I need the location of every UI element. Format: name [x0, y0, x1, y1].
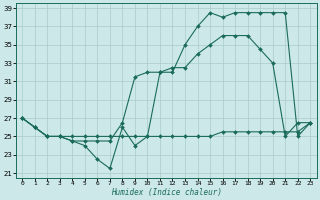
X-axis label: Humidex (Indice chaleur): Humidex (Indice chaleur) [111, 188, 222, 197]
